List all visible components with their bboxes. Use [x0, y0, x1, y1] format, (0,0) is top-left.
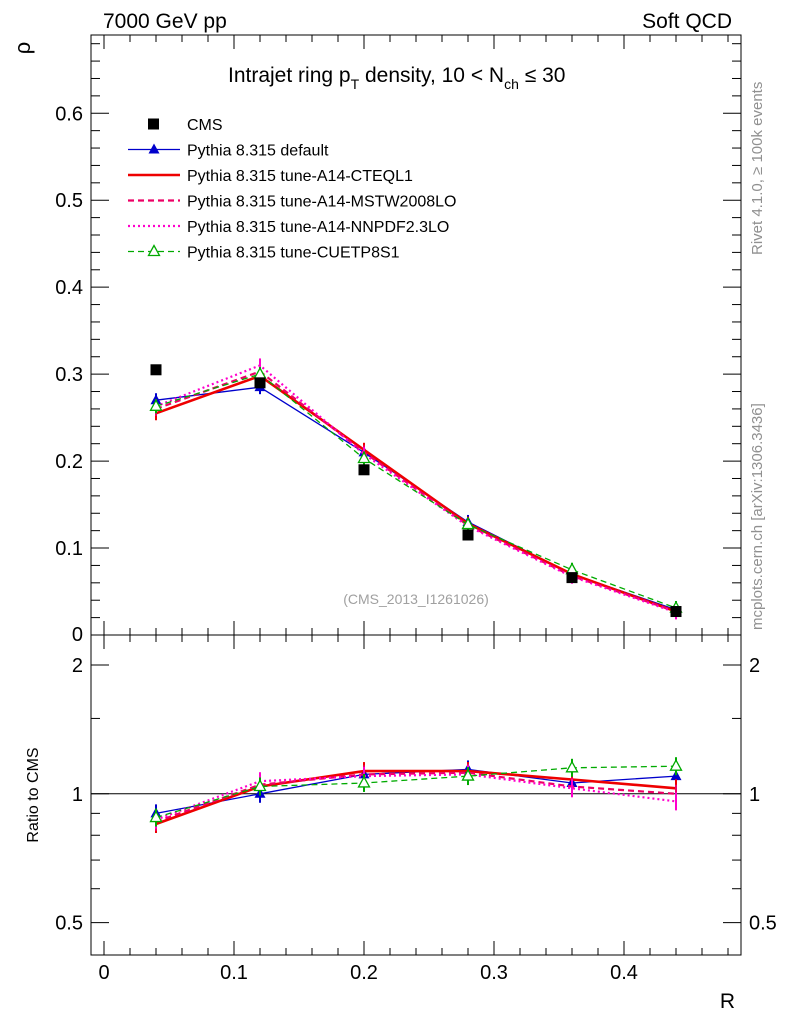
legend-label: Pythia 8.315 tune-A14-NNPDF2.3LO [187, 219, 449, 236]
ratio-y-tick-label: 2 [72, 655, 83, 677]
main-ticks: 0.1 0.2 0.3 0.4 0.5 0.6 0 [55, 35, 741, 646]
analysis-id: (CMS_2013_I1261026) [343, 591, 489, 607]
open-triangle-marker [357, 451, 371, 464]
legend-label: Pythia 8.315 tune-A14-MSTW2008LO [187, 194, 456, 211]
series-default [150, 760, 682, 823]
mcplots-label: mcplots.cern.ch [arXiv:1306.3436] [749, 403, 766, 630]
open-triangle-marker [461, 768, 475, 781]
series-line-cuetp8s1 [155, 373, 677, 609]
legend: CMS Pythia 8.315 default Pythia 8.315 tune… [128, 117, 456, 262]
main-series [149, 358, 683, 620]
series-line-cteql1 [155, 374, 677, 613]
series-cteql1 [155, 368, 677, 619]
ratio-y-tick-label-right: 1 [749, 784, 760, 806]
ratio-panel: Ratio to CMS R 0.5 0.5 1 1 2 2 0 0.1 0.2 0.3 0.4 [25, 634, 777, 1013]
y-tick-label: 0.3 [55, 364, 83, 386]
x-tick-label: 0 [98, 962, 109, 984]
series-cms [150, 364, 682, 618]
rivet-label: Rivet 4.1.0, ≥ 100k events [749, 82, 766, 255]
ratio-ticks: 0.5 0.5 1 1 2 2 0 0.1 0.2 0.3 0.4 [55, 635, 777, 984]
ratio-y-tick-label-right: 2 [749, 655, 760, 677]
y-tick-label: 0.5 [55, 190, 83, 212]
energy-label: 7000 GeV pp [103, 10, 227, 33]
open-triangle-marker [461, 517, 475, 530]
ratio-y-tick-label: 1 [72, 784, 83, 806]
x-axis-label: R [720, 990, 735, 1013]
ratio-ylabel: Ratio to CMS [25, 747, 42, 842]
legend-label: Pythia 8.315 default [187, 143, 329, 160]
legend-label: Pythia 8.315 tune-CUETP8S1 [187, 245, 400, 262]
legend-label: Pythia 8.315 tune-A14-CTEQL1 [187, 168, 413, 185]
open-triangle-marker [357, 775, 371, 788]
main-panel: ρ Intrajet ring pT density, 10 < Nch ≤ 3… [10, 34, 742, 646]
series-line-cteql1 [155, 769, 677, 826]
y-tick-label: 0.6 [55, 103, 83, 125]
series-mstw [155, 763, 677, 831]
ratio-y-tick-label: 0.5 [55, 913, 83, 935]
series-line-default [155, 386, 677, 611]
ratio-series [149, 757, 683, 833]
y-tick-label: 0.4 [55, 277, 83, 299]
y-tick-label: 0.2 [55, 451, 83, 473]
x-tick-label: 0.3 [480, 962, 508, 984]
ratio-y-tick-label-right: 0.5 [749, 913, 777, 935]
x-tick-label: 0.2 [350, 962, 378, 984]
open-triangle-marker [149, 398, 163, 411]
open-triangle-marker [149, 810, 163, 823]
legend-marker-default [148, 143, 160, 154]
series-cuetp8s1 [149, 366, 683, 616]
legend-label: CMS [187, 117, 223, 134]
series-cteql1 [155, 762, 677, 833]
series-nnpdf [155, 358, 677, 620]
cms-data-point [670, 606, 682, 618]
category-label: Soft QCD [642, 10, 732, 33]
cms-data-point [566, 572, 578, 584]
x-tick-label: 0.1 [220, 962, 248, 984]
series-line-mstw [155, 771, 677, 823]
series-line-cuetp8s1 [155, 765, 677, 819]
x-tick-label: 0.4 [610, 962, 638, 984]
main-ylabel: ρ [10, 42, 35, 55]
cms-data-point [254, 377, 266, 389]
series-cuetp8s1 [149, 757, 683, 827]
series-line-nnpdf [155, 773, 677, 821]
open-triangle-marker [669, 758, 683, 771]
y-tick-label-zero: 0 [72, 624, 83, 646]
legend-marker-cuetp8s1 [147, 244, 161, 257]
legend-marker-cms [148, 118, 159, 130]
open-triangle-marker [253, 779, 267, 792]
series-line-nnpdf [155, 364, 677, 614]
cms-data-point [462, 529, 474, 541]
open-triangle-marker [565, 760, 579, 773]
y-tick-label: 0.1 [55, 538, 83, 560]
cms-data-point [358, 464, 370, 476]
cms-data-point [150, 364, 162, 376]
ratio-frame [90, 634, 742, 956]
main-title: Intrajet ring pT density, 10 < Nch ≤ 30 [228, 64, 565, 92]
